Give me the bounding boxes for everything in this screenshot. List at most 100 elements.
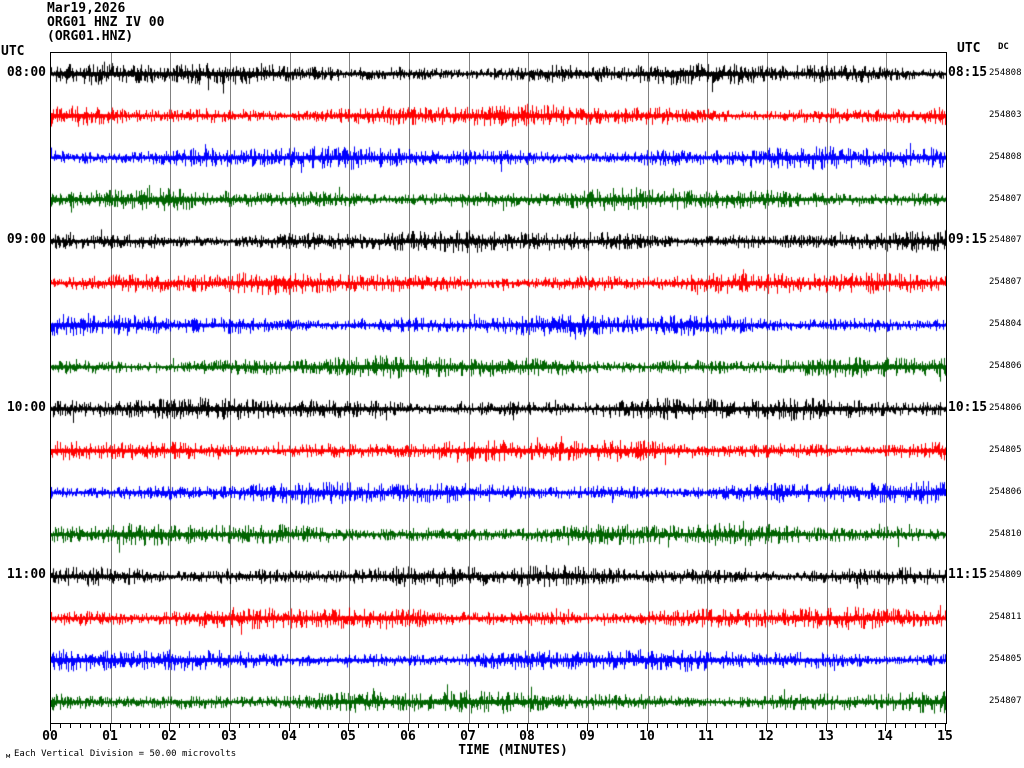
dc-offset-value: 254806 bbox=[989, 487, 1022, 497]
left-hour-label: 11:00 bbox=[6, 567, 46, 582]
x-axis-minor-tick bbox=[100, 723, 101, 728]
x-axis-tick-label: 14 bbox=[877, 729, 893, 744]
x-axis-minor-tick bbox=[597, 723, 598, 728]
x-axis-minor-tick bbox=[577, 723, 578, 728]
dc-offset-value: 254807 bbox=[989, 696, 1022, 706]
x-axis-tick-label: 10 bbox=[639, 729, 655, 744]
dc-offset-value: 254807 bbox=[989, 277, 1022, 287]
x-axis-minor-tick bbox=[497, 723, 498, 728]
left-hour-label: 09:00 bbox=[6, 232, 46, 247]
x-axis-major-tick bbox=[587, 723, 588, 731]
right-hour-label: 11:15 bbox=[948, 567, 988, 582]
x-axis-minor-tick bbox=[368, 723, 369, 728]
x-axis-tick-label: 04 bbox=[281, 729, 297, 744]
x-axis-minor-tick bbox=[269, 723, 270, 728]
x-axis-minor-tick bbox=[279, 723, 280, 728]
x-axis-minor-tick bbox=[915, 723, 916, 728]
seismogram-plot-area bbox=[50, 52, 947, 724]
x-axis-minor-tick bbox=[925, 723, 926, 728]
x-axis-tick-label: 13 bbox=[818, 729, 834, 744]
x-axis-minor-tick bbox=[159, 723, 160, 728]
x-axis-minor-tick bbox=[667, 723, 668, 728]
x-axis-minor-tick bbox=[637, 723, 638, 728]
x-axis-minor-tick bbox=[935, 723, 936, 728]
dc-offset-value: 254809 bbox=[989, 570, 1022, 580]
x-axis-tick-label: 09 bbox=[579, 729, 595, 744]
left-hour-label: 10:00 bbox=[6, 400, 46, 415]
x-axis-minor-tick bbox=[786, 723, 787, 728]
x-axis-minor-tick bbox=[120, 723, 121, 728]
plot-title: Mar19,2026 ORG01 HNZ IV 00 (ORG01.HNZ) bbox=[47, 2, 164, 44]
x-axis-major-tick bbox=[408, 723, 409, 731]
x-axis-minor-tick bbox=[846, 723, 847, 728]
x-axis-minor-tick bbox=[309, 723, 310, 728]
dc-offset-value: 254804 bbox=[989, 319, 1022, 329]
dc-offset-value: 254807 bbox=[989, 235, 1022, 245]
x-axis-minor-tick bbox=[657, 723, 658, 728]
x-axis-minor-tick bbox=[627, 723, 628, 728]
x-axis-tick-label: 02 bbox=[161, 729, 177, 744]
dc-offset-value: 254806 bbox=[989, 403, 1022, 413]
dc-column-header: DC bbox=[998, 42, 1009, 52]
x-axis-minor-tick bbox=[547, 723, 548, 728]
x-axis-minor-tick bbox=[895, 723, 896, 728]
x-axis-major-tick bbox=[169, 723, 170, 731]
left-utc-header: UTC bbox=[1, 44, 25, 59]
x-axis-minor-tick bbox=[905, 723, 906, 728]
dc-offset-value: 254811 bbox=[989, 612, 1022, 622]
x-axis-tick-label: 01 bbox=[102, 729, 118, 744]
right-hour-label: 09:15 bbox=[948, 232, 988, 247]
x-axis-title: TIME (MINUTES) bbox=[458, 743, 568, 758]
x-axis-minor-tick bbox=[398, 723, 399, 728]
x-axis-minor-tick bbox=[239, 723, 240, 728]
title-channel: (ORG01.HNZ) bbox=[47, 29, 134, 44]
x-axis-minor-tick bbox=[259, 723, 260, 728]
right-utc-header: UTC bbox=[957, 41, 981, 56]
x-axis-minor-tick bbox=[865, 723, 866, 728]
x-axis-minor-tick bbox=[567, 723, 568, 728]
x-axis-major-tick bbox=[945, 723, 946, 731]
x-axis-minor-tick bbox=[617, 723, 618, 728]
x-axis-minor-tick bbox=[358, 723, 359, 728]
x-axis-minor-tick bbox=[716, 723, 717, 728]
x-axis-minor-tick bbox=[517, 723, 518, 728]
dc-offset-value: 254810 bbox=[989, 529, 1022, 539]
x-axis-minor-tick bbox=[140, 723, 141, 728]
x-axis-minor-tick bbox=[776, 723, 777, 728]
x-axis-minor-tick bbox=[756, 723, 757, 728]
x-axis-tick-label: 00 bbox=[42, 729, 58, 744]
x-axis-tick-label: 12 bbox=[758, 729, 774, 744]
x-axis-minor-tick bbox=[488, 723, 489, 728]
x-axis-minor-tick bbox=[478, 723, 479, 728]
x-axis-minor-tick bbox=[448, 723, 449, 728]
x-axis-major-tick bbox=[289, 723, 290, 731]
dc-offset-value: 254805 bbox=[989, 445, 1022, 455]
x-axis-minor-tick bbox=[856, 723, 857, 728]
x-axis-tick-label: 15 bbox=[937, 729, 953, 744]
x-axis-minor-tick bbox=[378, 723, 379, 728]
x-axis-minor-tick bbox=[219, 723, 220, 728]
x-axis-minor-tick bbox=[189, 723, 190, 728]
x-axis-minor-tick bbox=[736, 723, 737, 728]
x-axis-minor-tick bbox=[796, 723, 797, 728]
dc-offset-value: 254808 bbox=[989, 152, 1022, 162]
x-axis-minor-tick bbox=[816, 723, 817, 728]
x-axis-major-tick bbox=[50, 723, 51, 731]
x-axis-tick-label: 07 bbox=[460, 729, 476, 744]
scale-marker-glyph: м bbox=[6, 752, 11, 760]
dc-offset-value: 254808 bbox=[989, 68, 1022, 78]
x-axis-minor-tick bbox=[60, 723, 61, 728]
x-axis-minor-tick bbox=[328, 723, 329, 728]
x-axis-minor-tick bbox=[209, 723, 210, 728]
x-axis-minor-tick bbox=[557, 723, 558, 728]
x-axis-tick-label: 03 bbox=[221, 729, 237, 744]
title-date: Mar19,2026 bbox=[47, 1, 126, 16]
x-axis-minor-tick bbox=[80, 723, 81, 728]
x-axis-minor-tick bbox=[875, 723, 876, 728]
x-axis-minor-tick bbox=[299, 723, 300, 728]
x-axis-major-tick bbox=[110, 723, 111, 731]
x-axis-major-tick bbox=[348, 723, 349, 731]
x-axis-major-tick bbox=[468, 723, 469, 731]
x-axis-minor-tick bbox=[249, 723, 250, 728]
